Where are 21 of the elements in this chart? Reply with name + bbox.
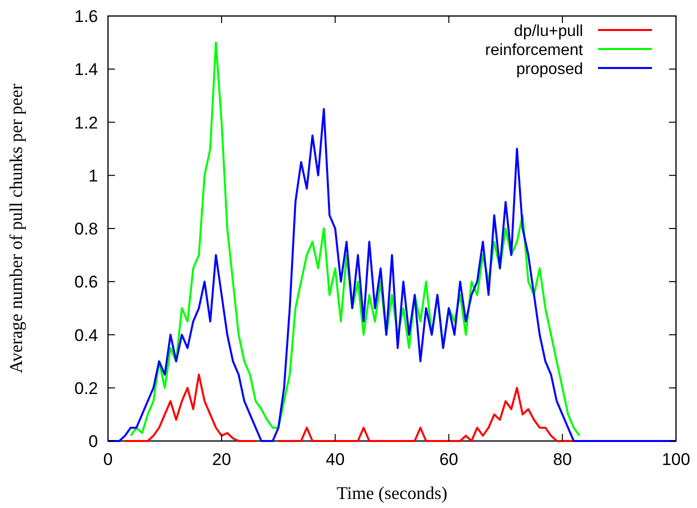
y-tick-label: 1.2 (74, 113, 98, 132)
y-tick-label: 0.4 (74, 326, 98, 345)
x-tick-label: 100 (662, 450, 690, 469)
y-tick-label: 1.4 (74, 60, 98, 80)
y-tick-label: 0 (88, 432, 98, 451)
y-tick-label: 0.2 (74, 378, 98, 398)
x-tick-label: 40 (326, 450, 345, 469)
x-tick-label: 0 (103, 450, 113, 469)
x-tick-label: 80 (552, 450, 572, 469)
y-tick-label: 1 (88, 166, 98, 186)
legend-label: proposed (516, 61, 583, 78)
legend-label: dp/lu+pull (514, 23, 583, 40)
x-tick-label: 60 (439, 450, 458, 469)
line-series (107, 108, 677, 442)
y-tick-label: 1.6 (74, 7, 98, 26)
y-tick-label: 0.6 (74, 272, 98, 292)
y-tick-label: 0.8 (74, 220, 98, 238)
x-axis-title: Time (seconds) (336, 483, 448, 503)
legend-label: reinforcement (485, 42, 584, 59)
x-tick-label: 20 (212, 450, 232, 469)
y-axis-title: Average number of pull chunks per peer (6, 84, 26, 374)
